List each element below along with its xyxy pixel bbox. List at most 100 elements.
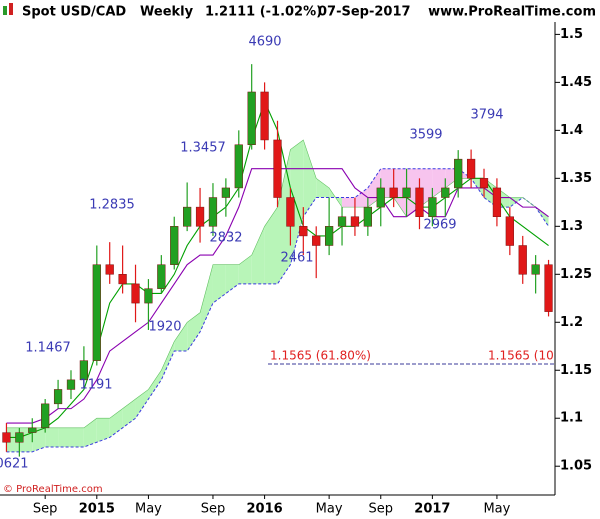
annotation: 4690 xyxy=(248,35,281,50)
candle-body xyxy=(2,432,11,443)
cloud-segment xyxy=(290,139,304,265)
cloud-segment xyxy=(277,149,291,284)
candle-body xyxy=(105,264,114,275)
cloud-segment xyxy=(251,226,265,284)
y-tick-label: 1.5 xyxy=(560,27,583,42)
candle-body xyxy=(531,264,540,275)
y-tick-label: 1.3 xyxy=(560,219,583,234)
annotation: 0621 xyxy=(0,457,29,472)
cloud-segment xyxy=(32,427,46,452)
x-tick-label: May xyxy=(135,502,162,517)
cloud-segment xyxy=(148,370,162,400)
cloud-segment xyxy=(393,168,407,217)
cloud-segment xyxy=(316,178,330,198)
candle-body xyxy=(208,197,218,227)
annotation: 2969 xyxy=(423,218,456,233)
candle-body xyxy=(131,283,140,304)
y-tick-label: 1.05 xyxy=(560,459,592,474)
candle-body xyxy=(53,389,63,405)
axes: 1.05 1.1 1.15 1.2 1.25 1.3 1.35 1.4 1.45 1.5 Sep 20… xyxy=(33,27,592,517)
annotation: 1.3457 xyxy=(180,141,226,156)
candle-body xyxy=(157,264,166,289)
x-tick-label: 2016 xyxy=(246,502,282,517)
candle-body xyxy=(170,226,179,265)
cloud-segment xyxy=(161,341,175,380)
candle-body xyxy=(15,432,24,443)
cloud-segment xyxy=(200,264,213,332)
candle-body xyxy=(402,187,411,198)
candle-body xyxy=(376,187,385,208)
cloud-segment xyxy=(354,187,368,208)
candle-body xyxy=(41,403,50,429)
y-tick-label: 1.15 xyxy=(560,363,592,378)
y-tick-label: 1.25 xyxy=(560,267,592,282)
candle-body xyxy=(441,187,450,198)
candle-body xyxy=(363,206,372,227)
logo-bar xyxy=(9,3,13,15)
annotation: 1.1467 xyxy=(25,341,71,356)
cloud-segment xyxy=(212,264,226,304)
candle-body xyxy=(66,379,76,390)
candle-body xyxy=(28,427,37,433)
candle-body xyxy=(221,187,230,198)
candle-body xyxy=(144,288,153,304)
candle-body xyxy=(466,158,476,179)
candle-body xyxy=(299,226,308,237)
candle-body xyxy=(492,187,502,217)
candle-body xyxy=(260,91,269,141)
cloud-segment xyxy=(174,322,188,352)
symbol: Spot USD/CAD xyxy=(22,5,126,20)
candle-body xyxy=(350,216,360,227)
annotation: 2461 xyxy=(280,251,313,266)
fib-label: 1.1565 (61.80%) xyxy=(270,349,371,363)
candle-body xyxy=(183,206,192,227)
y-tick-label: 1.35 xyxy=(560,171,592,186)
candle-body xyxy=(312,235,321,246)
candle-body xyxy=(273,139,282,198)
candle-body xyxy=(234,144,243,189)
candle-body xyxy=(415,187,424,217)
y-tick-label: 1.45 xyxy=(560,75,592,90)
candle-body xyxy=(544,264,553,312)
candle-body xyxy=(505,216,514,246)
y-tick-label: 1.4 xyxy=(560,123,583,138)
x-tick-label: Sep xyxy=(201,502,226,517)
annotation: 3794 xyxy=(470,108,503,123)
y-tick-label: 1.2 xyxy=(560,315,583,330)
candle-body xyxy=(518,245,527,275)
annotation: 1920 xyxy=(148,320,181,335)
annotation: 1.2835 xyxy=(89,198,135,213)
fib-label: 1.1565 (10 xyxy=(488,349,554,363)
cloud-segment xyxy=(70,427,84,448)
candle-body xyxy=(247,91,256,145)
copyright: © ProRealTime.com xyxy=(3,484,103,495)
cloud-segment xyxy=(225,264,239,294)
cloud-segment xyxy=(264,207,278,284)
date: 07-Sep-2017 xyxy=(318,5,411,20)
cloud-segment xyxy=(96,418,110,443)
cloud-segment xyxy=(109,408,123,438)
annotation: 2832 xyxy=(209,231,242,246)
x-tick-label: Sep xyxy=(33,502,58,517)
candle-body xyxy=(286,197,295,227)
annotations: 1.1565 (61.80%) 1.1565 (10 4690 1.3457 1.283… xyxy=(0,35,554,472)
cloud-segment xyxy=(342,197,355,208)
annotation: 3599 xyxy=(409,128,442,143)
cloud-segment xyxy=(187,312,201,352)
candles xyxy=(2,64,553,457)
candle-body xyxy=(428,197,437,217)
x-tick-label: 2015 xyxy=(79,502,115,517)
period: Weekly xyxy=(140,5,194,20)
x-tick-label: May xyxy=(316,502,343,517)
logo-bar xyxy=(3,6,7,15)
website: www.ProRealTime.com xyxy=(428,5,596,20)
candle-body xyxy=(389,187,398,198)
candle-body xyxy=(479,178,489,189)
cloud-segment xyxy=(45,427,59,448)
candle-body xyxy=(118,274,127,285)
candle-body xyxy=(454,158,463,189)
annotation: 1191 xyxy=(79,378,112,393)
candle-body xyxy=(325,226,334,246)
candle-body xyxy=(195,206,205,227)
